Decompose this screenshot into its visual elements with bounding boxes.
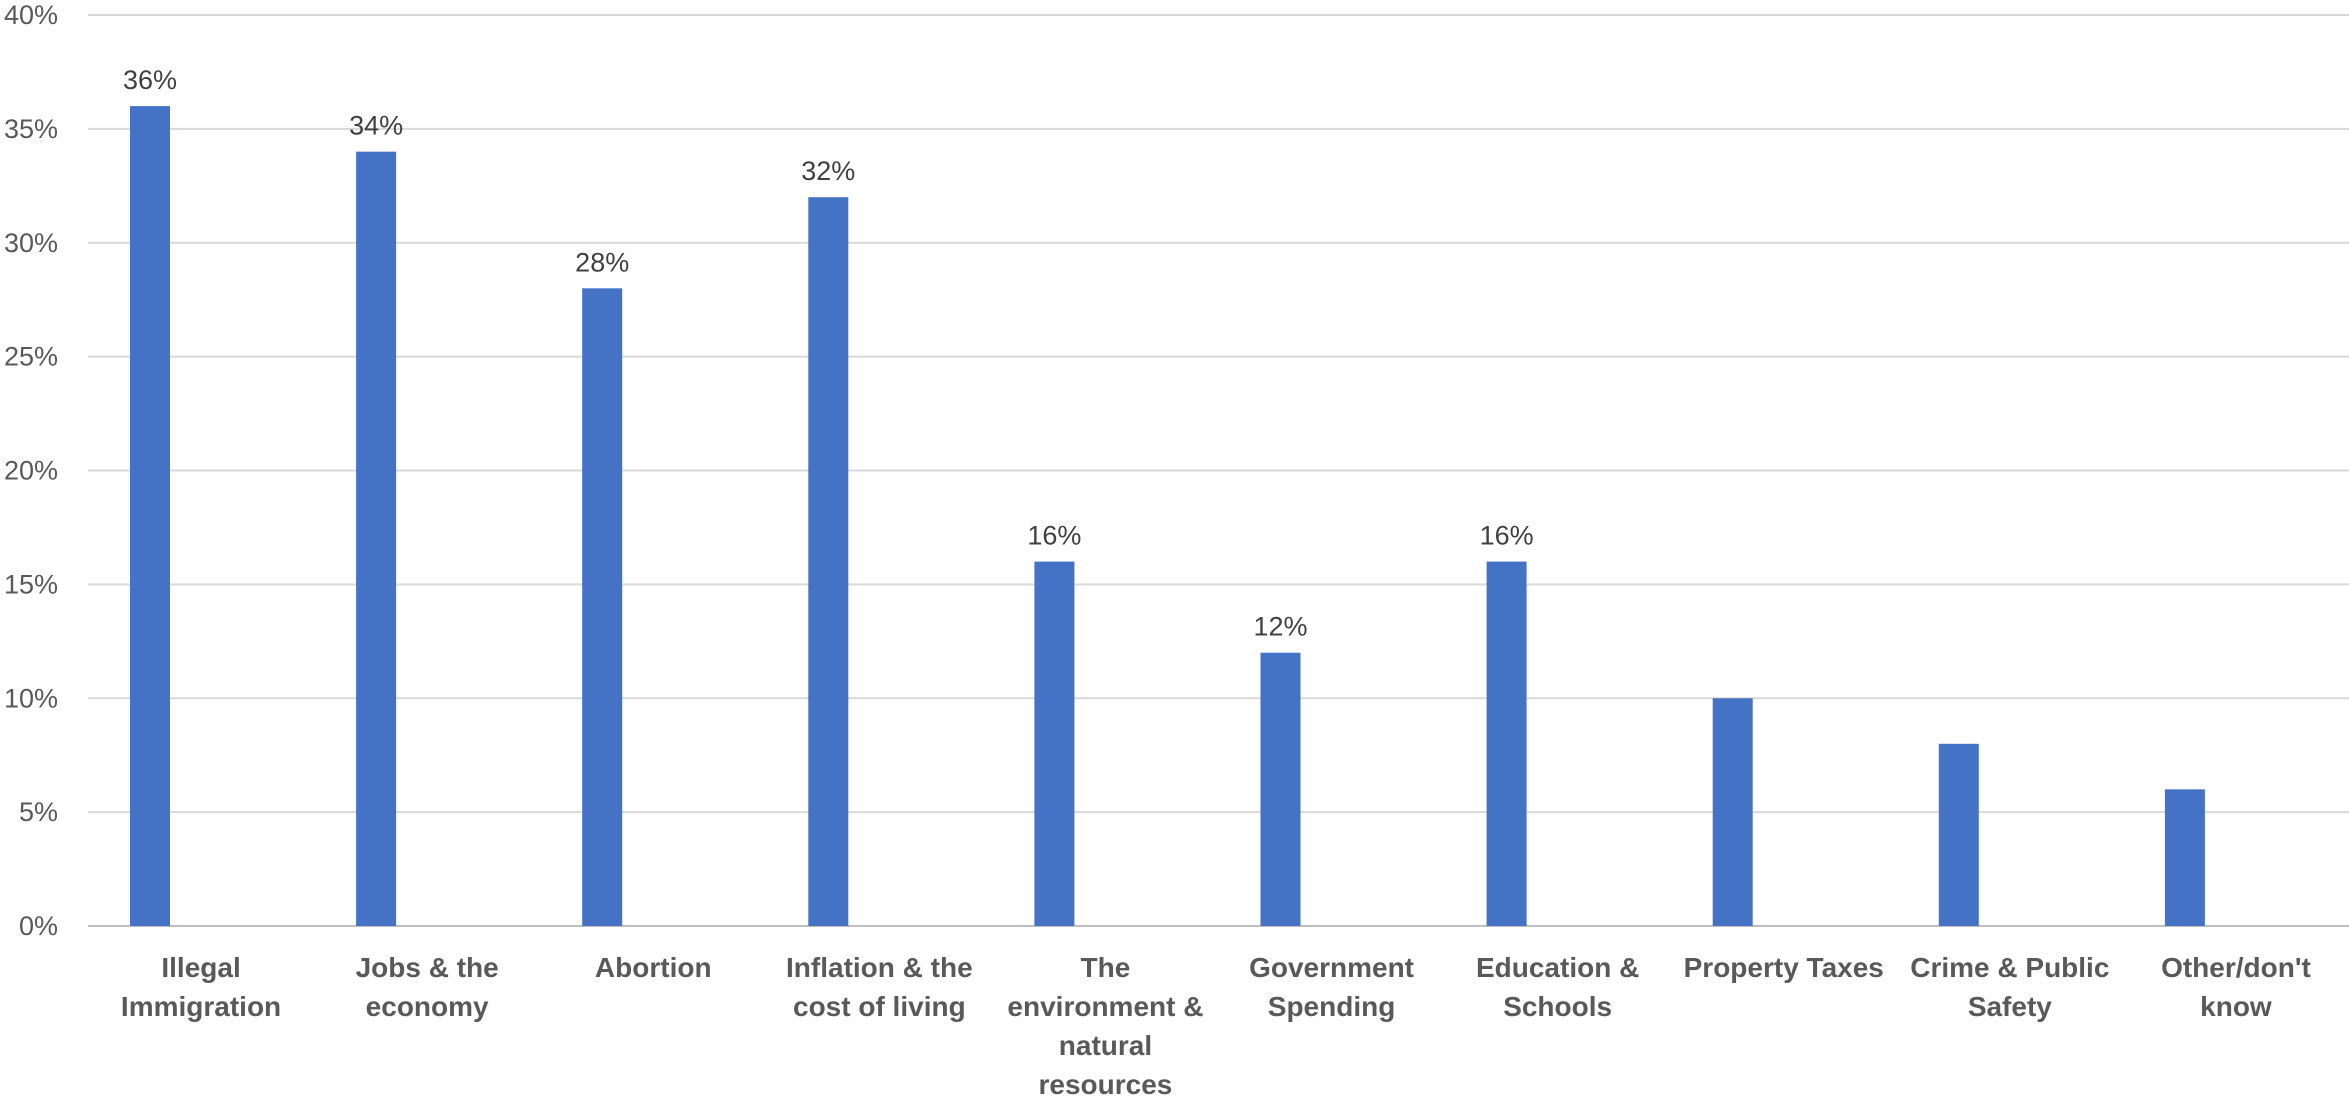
bar bbox=[1712, 698, 1753, 926]
bars bbox=[130, 106, 2205, 927]
bar bbox=[808, 197, 849, 926]
data-label: 12% bbox=[1253, 612, 1307, 642]
y-tick-label: 40% bbox=[4, 0, 58, 30]
y-tick-label: 15% bbox=[4, 569, 58, 599]
category-label: Jobs & the economy bbox=[356, 952, 499, 1022]
category-label: Government Spending bbox=[1249, 952, 1414, 1022]
category-label: Illegal Immigration bbox=[121, 952, 281, 1022]
y-tick-label: 25% bbox=[4, 342, 58, 372]
y-axis-tick-labels: 0% 5% 10% 15% 20% 25% 30% 35% 40% bbox=[4, 0, 58, 941]
bar bbox=[1260, 652, 1301, 926]
category-label: Education & Schools bbox=[1476, 952, 1639, 1022]
category-label: Crime & Public Safety bbox=[1910, 952, 2109, 1022]
y-tick-label: 0% bbox=[19, 911, 58, 941]
bar bbox=[1938, 743, 1979, 926]
data-label: 32% bbox=[801, 156, 855, 186]
bar bbox=[1034, 561, 1075, 926]
bar bbox=[130, 106, 170, 927]
category-label: Other/don't know bbox=[2161, 952, 2311, 1022]
y-tick-label: 20% bbox=[4, 456, 58, 486]
category-label: Property Taxes bbox=[1684, 952, 1884, 983]
bar bbox=[1486, 561, 1527, 926]
y-tick-label: 35% bbox=[4, 114, 58, 144]
data-label: 28% bbox=[575, 247, 629, 277]
gridlines bbox=[88, 14, 2349, 927]
category-label: The environment & natural resources bbox=[1007, 952, 1203, 1100]
y-tick-label: 5% bbox=[19, 797, 58, 827]
data-label: 16% bbox=[1480, 521, 1534, 551]
data-label: 16% bbox=[1027, 521, 1081, 551]
bar bbox=[582, 288, 623, 926]
category-label: Abortion bbox=[595, 952, 712, 983]
y-tick-label: 10% bbox=[4, 683, 58, 713]
category-label: Inflation & the cost of living bbox=[786, 952, 973, 1022]
x-axis-category-labels: Illegal Immigration Jobs & the economy Abort… bbox=[121, 952, 2311, 1100]
bar bbox=[2164, 789, 2205, 926]
bar bbox=[356, 151, 397, 926]
y-tick-label: 30% bbox=[4, 228, 58, 258]
data-labels: 36% 34% 28% 32% 16% 12% 16% bbox=[123, 65, 1534, 642]
data-label: 34% bbox=[349, 111, 403, 141]
data-label: 36% bbox=[123, 65, 177, 95]
